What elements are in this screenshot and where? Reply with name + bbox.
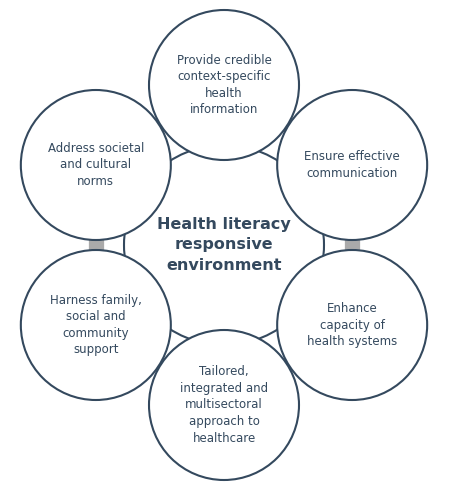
Circle shape bbox=[21, 250, 171, 400]
Text: Provide credible
context-specific
health
information: Provide credible context-specific health… bbox=[176, 54, 272, 116]
Text: Enhance
capacity of
health systems: Enhance capacity of health systems bbox=[307, 302, 397, 348]
Circle shape bbox=[277, 250, 427, 400]
Text: Harness family,
social and
community
support: Harness family, social and community sup… bbox=[50, 294, 142, 356]
Circle shape bbox=[149, 10, 299, 160]
Text: Ensure effective
communication: Ensure effective communication bbox=[304, 150, 400, 180]
Text: Health literacy
responsive
environment: Health literacy responsive environment bbox=[157, 216, 291, 274]
Circle shape bbox=[149, 330, 299, 480]
Circle shape bbox=[277, 90, 427, 240]
Text: Tailored,
integrated and
multisectoral
approach to
healthcare: Tailored, integrated and multisectoral a… bbox=[180, 366, 268, 444]
Text: Address societal
and cultural
norms: Address societal and cultural norms bbox=[48, 142, 144, 188]
Circle shape bbox=[124, 145, 324, 345]
Circle shape bbox=[21, 90, 171, 240]
